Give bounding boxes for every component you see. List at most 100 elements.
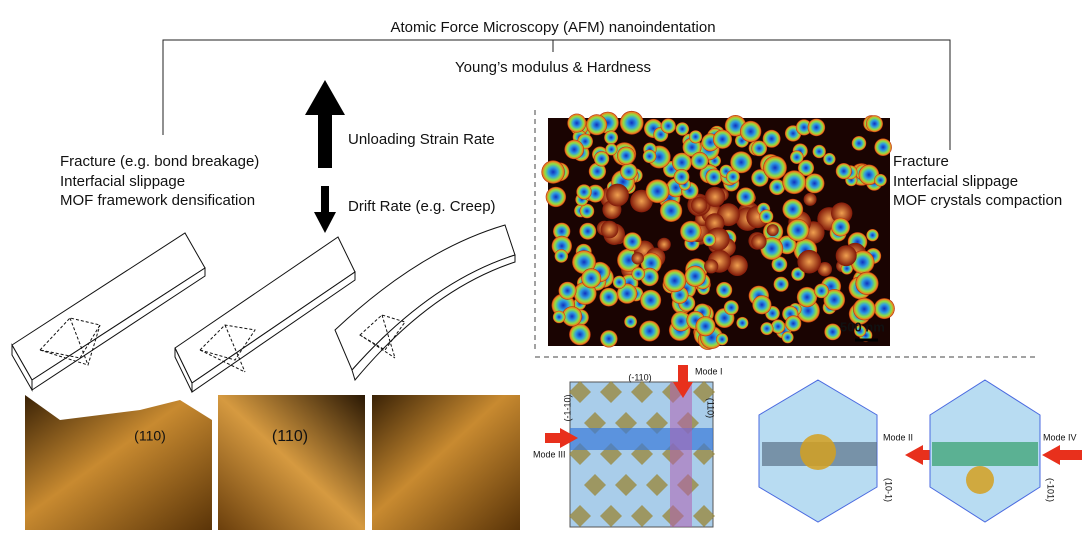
scale-bar-label: 500 nm (840, 319, 885, 334)
red-arrow (1042, 445, 1082, 465)
afm-crystal (712, 129, 733, 149)
afm-crystal (631, 252, 644, 265)
facet-label: (110) (134, 428, 166, 444)
afm-crystal (795, 119, 813, 136)
afm-crystal (680, 220, 702, 243)
afm-crystal (831, 202, 853, 224)
afm-crystal (874, 173, 887, 187)
down-label: Drift Rate (e.g. Creep) (348, 198, 496, 215)
afm-crystal (823, 289, 846, 311)
diamond (569, 381, 591, 403)
afm-crystal (579, 203, 595, 219)
afm-crystal (558, 281, 577, 300)
afm-crystal (640, 267, 659, 287)
afm-crystal (619, 110, 644, 135)
afm-crystal (855, 271, 879, 295)
right-effect: MOF crystals compaction (893, 192, 1062, 209)
afm-crystal (612, 275, 626, 289)
beams (11, 224, 516, 393)
mode-label: Mode IV (1043, 432, 1077, 442)
diamond (615, 474, 637, 496)
afm-crystal (561, 306, 583, 327)
afm-crystal (782, 170, 807, 195)
afm-crystal (704, 259, 719, 274)
afm-crystals (541, 110, 895, 350)
afm-crystal (803, 192, 817, 206)
afm-crystal (804, 173, 825, 194)
afm-crystal (599, 287, 619, 307)
mode-label: Mode I (695, 366, 723, 376)
afm-crystal (752, 295, 772, 315)
diamond (584, 474, 606, 496)
afm-crystal (569, 323, 591, 346)
afm-crystal (604, 130, 619, 145)
afm-crystal (853, 297, 876, 321)
afm-crystal (552, 310, 566, 324)
afm-crystal (617, 146, 636, 165)
afm-crystal (631, 267, 645, 281)
afm-crystal (835, 245, 857, 267)
afm-crystal (736, 316, 749, 330)
afm-crystal (771, 319, 786, 334)
afm-crystal (873, 298, 895, 320)
left-effect: Interfacial slippage (60, 173, 185, 190)
afm-crystal (726, 170, 740, 184)
photo-bg (25, 395, 212, 420)
right-effect: Fracture (893, 153, 949, 170)
mode-label: Mode II (883, 432, 913, 442)
afm-crystal (616, 283, 638, 304)
afm-crystal (781, 331, 794, 344)
left-effect: MOF framework densification (60, 192, 255, 209)
afm-crystal (762, 129, 781, 148)
afm-crystal (695, 316, 716, 337)
right-effect: Interfacial slippage (893, 173, 1018, 190)
afm-crystal (675, 122, 690, 136)
afm-crystal (866, 229, 879, 242)
mode-label: Mode III (533, 449, 566, 459)
subtitle: Young’s modulus & Hardness (455, 59, 651, 76)
afm-crystal (705, 186, 726, 207)
afm-crystal (588, 162, 607, 180)
afm-crystal (786, 218, 810, 242)
afm-crystal (684, 265, 706, 287)
afm-crystal (751, 140, 768, 157)
afm-crystal (581, 268, 602, 289)
afm-crystal (835, 163, 852, 180)
afm-crystal (541, 160, 565, 184)
afm-crystal (716, 333, 729, 346)
afm-crystal (554, 249, 569, 263)
afm-crystal (600, 220, 619, 239)
afm-crystal (691, 197, 708, 214)
afm-crystal (759, 209, 774, 224)
cage (800, 434, 836, 470)
afm-crystal (567, 113, 587, 133)
slip-band (670, 382, 692, 527)
red-arrow (673, 365, 693, 398)
diamond (693, 505, 715, 527)
diamond (693, 381, 715, 403)
afm-crystal (791, 267, 805, 281)
afm-crystal (663, 269, 687, 293)
afm-photo (218, 395, 365, 530)
afm-crystal (606, 183, 629, 207)
afm-crystal (640, 289, 662, 311)
afm-crystal (642, 149, 657, 164)
afm-crystal (796, 286, 818, 308)
afm-crystal (670, 311, 692, 332)
facet-label: (110) (706, 398, 716, 418)
title: Atomic Force Microscopy (AFM) nanoindent… (390, 19, 715, 36)
afm-crystal (814, 283, 829, 299)
afm-crystal (690, 152, 709, 170)
bracket (162, 39, 951, 150)
afm-crystal (769, 179, 786, 196)
afm-crystal (771, 256, 788, 273)
cage (966, 466, 994, 494)
afm-crystal (858, 164, 880, 186)
afm-crystal (659, 199, 683, 222)
afm-crystal (817, 262, 832, 277)
afm-crystal (716, 281, 733, 299)
afm-crystal (705, 168, 723, 186)
afm-crystal (723, 300, 739, 316)
